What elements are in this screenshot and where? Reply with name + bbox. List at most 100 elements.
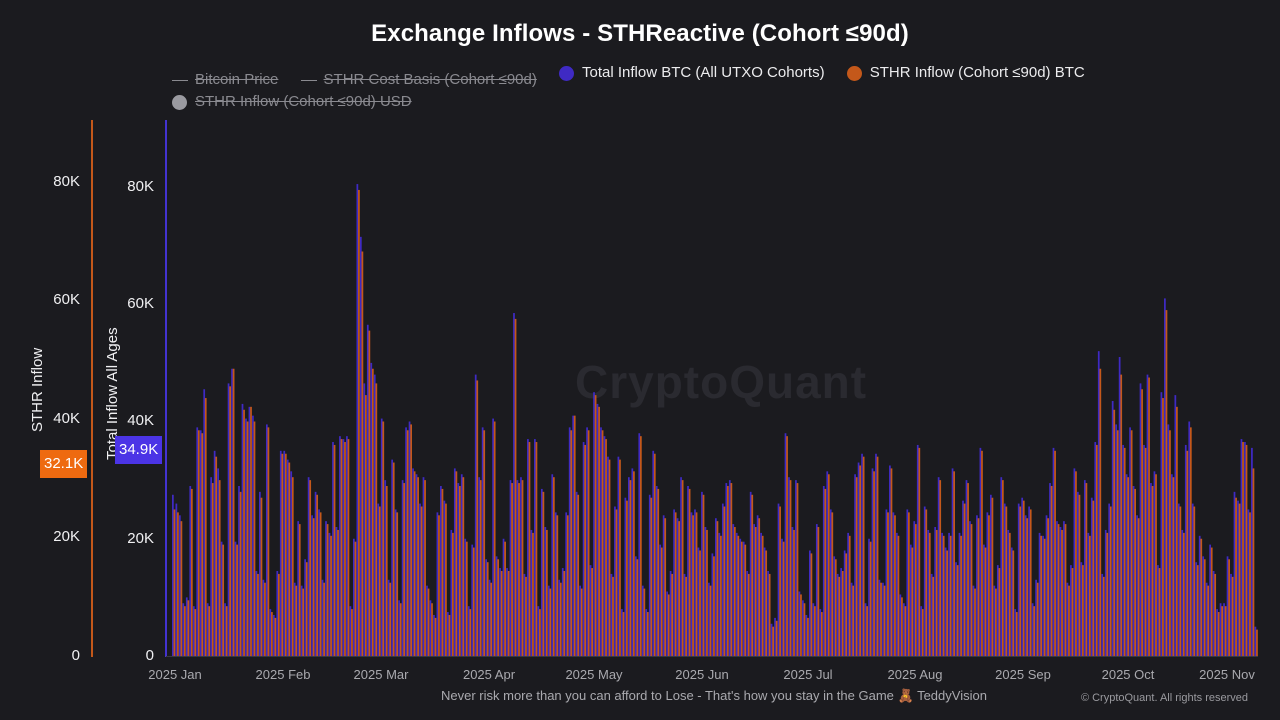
- total-inflow-bar: [996, 565, 999, 656]
- total-inflow-bar: [1237, 500, 1239, 656]
- total-inflow-bar: [297, 521, 300, 656]
- sthr-inflow-bar: [236, 544, 238, 656]
- total-inflow-bar: [304, 559, 307, 656]
- total-inflow-bar: [206, 603, 209, 656]
- sthr-inflow-bar: [1061, 529, 1063, 656]
- total-inflow-bar: [965, 480, 968, 656]
- sthr-inflow-bar: [403, 483, 406, 656]
- total-inflow-bar: [398, 600, 400, 656]
- total-inflow-bar: [715, 518, 717, 656]
- sthr-inflow-bar: [984, 547, 987, 656]
- total-inflow-bar: [1052, 447, 1055, 656]
- sthr-inflow-bar: [605, 439, 607, 656]
- sthr-inflow-bar: [546, 529, 548, 656]
- total-inflow-bar: [725, 483, 728, 656]
- total-inflow-bar: [676, 518, 679, 656]
- sthr-inflow-bar: [1256, 629, 1258, 656]
- total-inflow-bar: [495, 556, 498, 656]
- sthr-inflow-bar: [1116, 430, 1119, 656]
- total-inflow-bar: [530, 529, 533, 656]
- legend-item-bitcoin-price[interactable]: Bitcoin Price: [172, 69, 278, 91]
- total-inflow-bar: [234, 541, 237, 656]
- total-inflow-bar: [645, 609, 648, 656]
- watermark: CryptoQuant: [575, 356, 868, 408]
- total-inflow-bar: [227, 383, 230, 656]
- sthr-inflow-bar: [740, 541, 743, 656]
- sthr-inflow-bar: [1075, 471, 1077, 656]
- sthr-inflow-bar: [1224, 606, 1227, 656]
- total-inflow-bar: [958, 532, 961, 656]
- total-inflow-bar: [446, 612, 449, 656]
- legend-item-sthr-inflow-btc[interactable]: STHR Inflow (Cohort ≤90d) BTC: [846, 62, 1085, 84]
- sthr-inflow-bar: [218, 480, 221, 656]
- legend-item-sthr-cost-basis[interactable]: STHR Cost Basis (Cohort ≤90d): [300, 69, 537, 91]
- legend-item-total-inflow[interactable]: Total Inflow BTC (All UTXO Cohorts): [559, 62, 825, 84]
- sthr-inflow-bar: [452, 532, 454, 656]
- sthr-inflow-bar: [1182, 532, 1185, 656]
- total-inflow-bar: [178, 515, 181, 656]
- total-inflow-bar: [572, 415, 575, 656]
- sthr-inflow-bar: [706, 529, 708, 656]
- total-inflow-bar: [1063, 521, 1065, 656]
- sthr-inflow-bar: [981, 450, 983, 656]
- total-inflow-bar: [238, 485, 240, 656]
- sthr-inflow-bar: [1057, 524, 1060, 656]
- sthr-inflow-bar: [194, 609, 197, 656]
- sthr-inflow-bar: [1144, 447, 1147, 656]
- sthr-inflow-bar: [337, 529, 339, 656]
- sthr-inflow-bar: [754, 527, 757, 656]
- right-axis-tick: 0: [145, 647, 154, 664]
- total-inflow-bar: [419, 503, 421, 656]
- sthr-inflow-bar: [768, 573, 771, 656]
- total-inflow-bar: [1017, 503, 1020, 656]
- sthr-inflow-bar: [838, 576, 841, 656]
- sthr-inflow-bar: [643, 588, 646, 656]
- sthr-inflow-bar: [1214, 573, 1217, 656]
- total-inflow-bar: [690, 512, 693, 656]
- sthr-inflow-bar: [608, 459, 611, 656]
- total-inflow-bar: [593, 392, 595, 656]
- sthr-inflow-bar: [723, 506, 726, 656]
- sthr-inflow-bar: [629, 480, 632, 656]
- total-inflow-bar: [1049, 483, 1051, 656]
- sthr-inflow-bar: [685, 576, 687, 656]
- sthr-inflow-bar: [650, 497, 653, 656]
- total-inflow-bar: [701, 491, 703, 656]
- sthr-inflow-bar: [880, 582, 882, 656]
- total-inflow-bar: [1059, 527, 1062, 656]
- total-inflow-bar: [1150, 483, 1152, 656]
- total-inflow-bar: [314, 491, 317, 656]
- total-inflow-bar: [798, 591, 801, 656]
- total-inflow-bar: [600, 427, 602, 656]
- sthr-inflow-bar: [598, 406, 600, 656]
- sthr-inflow-bar: [848, 535, 851, 656]
- total-inflow-bar: [868, 538, 870, 656]
- total-inflow-bar: [231, 368, 233, 656]
- line-swatch-icon: [300, 79, 317, 81]
- sthr-inflow-bar: [271, 612, 273, 656]
- sthr-inflow-bar: [817, 527, 820, 656]
- total-inflow-bar: [1003, 503, 1006, 656]
- total-inflow-bar: [969, 521, 971, 656]
- sthr-inflow-bar: [570, 430, 573, 656]
- sthr-inflow-bar: [751, 494, 754, 656]
- sthr-inflow-bar: [946, 550, 949, 656]
- total-inflow-bar: [784, 433, 787, 656]
- sthr-inflow-bar: [939, 480, 942, 656]
- right-axis-tick: 60K: [127, 295, 154, 312]
- sthr-inflow-bar: [577, 494, 580, 656]
- total-inflow-bar: [394, 509, 397, 656]
- total-inflow-bar: [464, 538, 467, 656]
- total-inflow-bar: [735, 532, 738, 656]
- legend-item-sthr-inflow-usd[interactable]: STHR Inflow (Cohort ≤90d) USD: [172, 91, 412, 113]
- x-axis-tick: 2025 Jun: [675, 667, 729, 682]
- bar-chart-plot[interactable]: [172, 110, 1258, 656]
- total-inflow-bar: [457, 483, 460, 656]
- total-inflow-bar: [1198, 535, 1201, 656]
- total-inflow-bar: [826, 471, 829, 656]
- sthr-inflow-bar: [1245, 444, 1248, 656]
- sthr-inflow-bar: [1019, 506, 1022, 656]
- total-inflow-bar: [1073, 468, 1076, 656]
- sthr-inflow-bar: [291, 477, 294, 656]
- sthr-inflow-bar: [1231, 576, 1234, 656]
